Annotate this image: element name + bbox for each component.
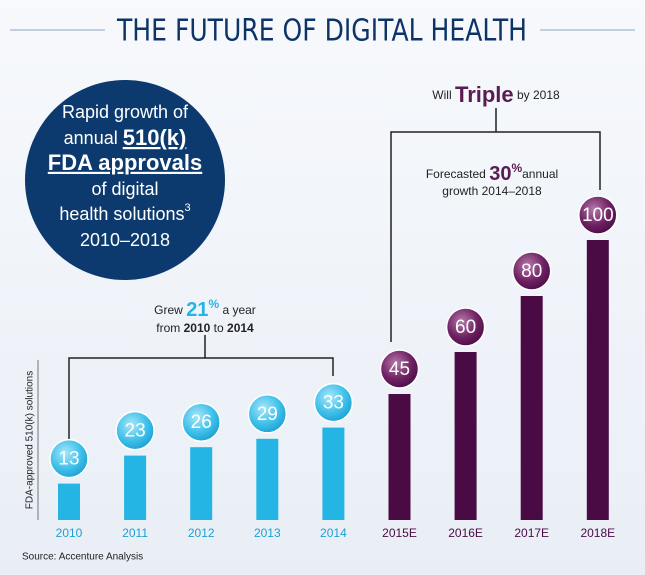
bar [454, 352, 477, 520]
annotation-part: to [214, 321, 224, 335]
value-bubble [445, 307, 486, 347]
annotation-part: annual [522, 167, 558, 181]
value-bubble [313, 382, 354, 423]
x-tick-label: 2011 [122, 526, 148, 540]
value-bubble [115, 410, 155, 451]
annotation: growth 2014–2018 [442, 184, 542, 198]
value-bubble [578, 195, 618, 235]
data-label: 100 [582, 205, 614, 226]
bar [124, 455, 147, 520]
data-label: 29 [257, 404, 278, 425]
callout-line: FDA approvals [48, 150, 202, 175]
callout-circle [25, 80, 225, 280]
callout-part: 510(k) [123, 125, 187, 150]
bar [520, 296, 543, 520]
bar [58, 483, 80, 520]
value-bubble [181, 402, 221, 442]
data-label: 80 [521, 261, 542, 282]
annotation-part: 2014 [227, 321, 254, 335]
annotation: Will Triple by 2018 [432, 82, 560, 107]
source: Source: Accenture Analysis [22, 552, 143, 563]
data-label: 23 [125, 421, 146, 442]
callout-line: health solutions3 [59, 202, 190, 224]
callout-line: annual 510(k) [64, 125, 187, 150]
value-bubble [49, 438, 89, 479]
x-tick-label: 2017E [514, 526, 549, 540]
x-tick-label: 2015E [382, 526, 417, 540]
annotation-part: Will [432, 88, 451, 102]
bar [256, 438, 279, 520]
annotation-part: Forecasted [426, 167, 486, 181]
y-axis-label: FDA-approved 510(k) solutions [25, 371, 36, 509]
callout-part: health solutions [59, 204, 184, 224]
annotation-part: Triple [455, 82, 514, 107]
annotation-part: by 2018 [517, 88, 560, 102]
bar [388, 394, 411, 520]
annotation-part: a year [222, 303, 255, 317]
x-tick-label: 2018E [580, 526, 615, 540]
bar [322, 427, 345, 520]
x-tick-label: 2010 [56, 526, 83, 540]
bracket [390, 108, 601, 342]
data-label: 45 [389, 359, 410, 380]
bar [586, 240, 609, 520]
annotation-part: 21 [186, 299, 208, 321]
chart-title: THE FUTURE OF DIGITAL HEALTH [116, 14, 527, 49]
annotation-part: from [156, 321, 180, 335]
x-tick-label: 2016E [448, 526, 483, 540]
data-label: 13 [58, 449, 79, 470]
annotation-part: % [511, 161, 522, 175]
data-label: 33 [323, 393, 344, 414]
annotation: Forecasted 30%annual [426, 161, 558, 185]
callout-part: annual [64, 128, 118, 148]
value-bubble [379, 349, 420, 389]
x-tick-label: 2013 [254, 526, 281, 540]
data-label: 60 [455, 317, 476, 338]
callout-line: of digital [91, 179, 158, 199]
value-bubble [511, 251, 552, 291]
annotation-part: 30 [489, 163, 511, 185]
callout-line: 2010–2018 [80, 230, 170, 250]
bar [190, 447, 213, 520]
x-tick-label: 2012 [188, 526, 215, 540]
annotation: from 2010 to 2014 [156, 321, 254, 335]
annotation: Grew 21% a year [154, 297, 256, 321]
annotation-part: 2010 [184, 321, 211, 335]
annotation-part: % [208, 297, 219, 311]
callout-sup: 3 [184, 202, 190, 214]
data-label: 26 [191, 412, 212, 433]
value-bubble [247, 394, 288, 434]
callout-line: Rapid growth of [62, 102, 189, 122]
callout-text: Rapid growth of annual 510(k) FDA approv… [48, 102, 202, 250]
bracket [68, 335, 334, 440]
x-tick-label: 2014 [320, 526, 347, 540]
annotation-part: Grew [154, 303, 183, 317]
